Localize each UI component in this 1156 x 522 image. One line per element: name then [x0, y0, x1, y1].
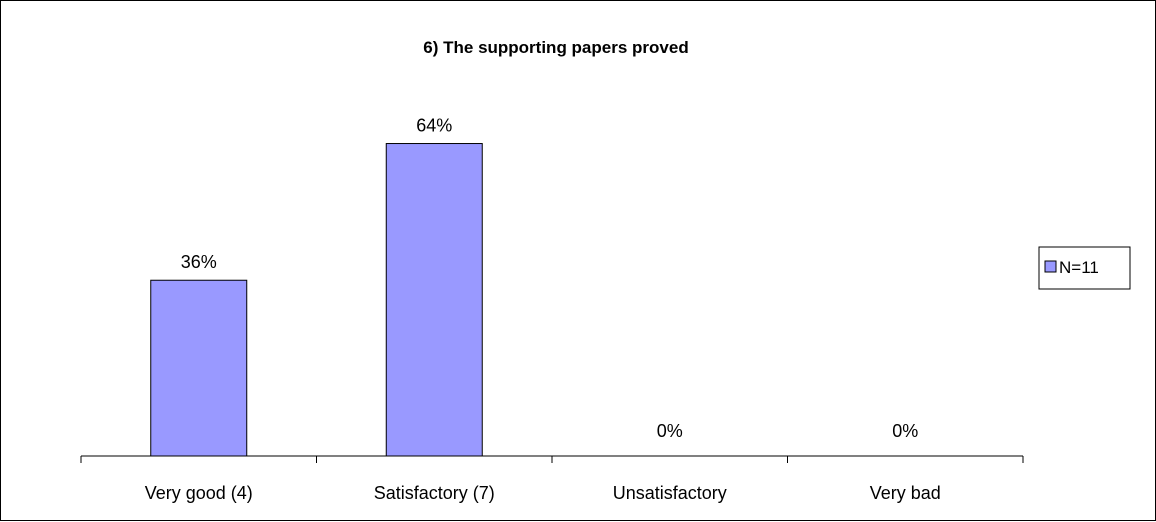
- bar: [150, 279, 248, 457]
- x-axis-category-labels: Very good (4) Satisfactory (7) Unsatisfact…: [145, 483, 941, 503]
- x-axis-ticks: [80, 456, 1024, 463]
- legend-label: N=11: [1059, 258, 1099, 277]
- category-label: Very good (4): [145, 483, 253, 503]
- category-label: Satisfactory (7): [374, 483, 495, 503]
- data-labels-layer: 36% 64% 0% 0%: [181, 116, 919, 441]
- category-label: Unsatisfactory: [613, 483, 727, 503]
- bar: [385, 143, 483, 457]
- data-label: 0%: [657, 421, 683, 441]
- data-label: 64%: [416, 116, 452, 136]
- data-label: 36%: [181, 252, 217, 272]
- legend-swatch: [1044, 260, 1057, 273]
- chart-title: 6) The supporting papers proved: [423, 38, 688, 57]
- bars-layer: [150, 143, 483, 457]
- data-label: 0%: [892, 421, 918, 441]
- legend: N=11: [1038, 246, 1131, 290]
- category-label: Very bad: [870, 483, 941, 503]
